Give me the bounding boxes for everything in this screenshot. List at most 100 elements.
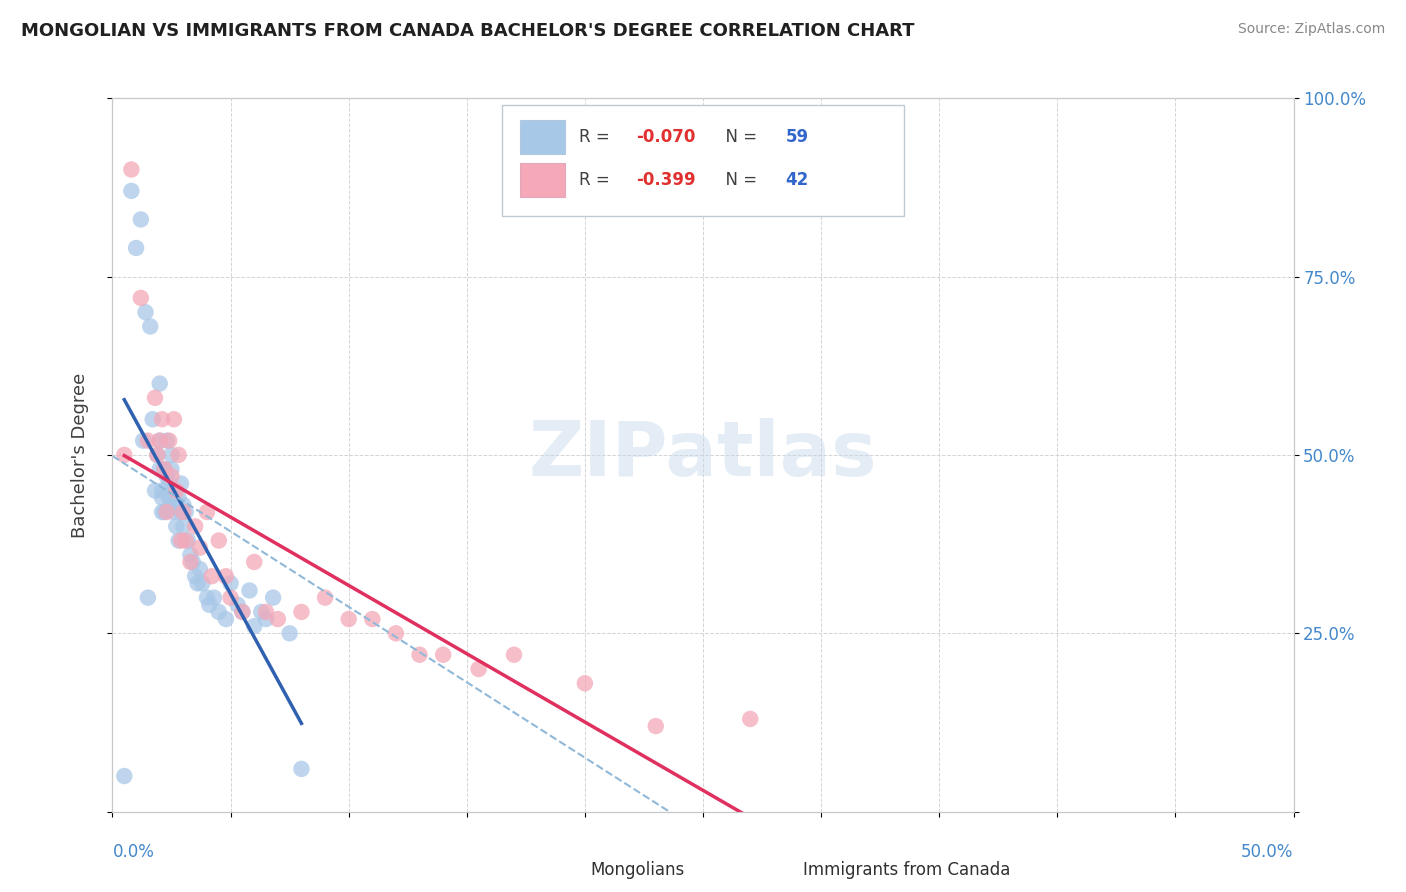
Point — [337, 612, 360, 626]
Text: -0.399: -0.399 — [636, 171, 696, 189]
Point — [574, 676, 596, 690]
Point — [250, 605, 273, 619]
Point — [188, 541, 211, 555]
Text: R =: R = — [579, 171, 614, 189]
Point — [172, 505, 194, 519]
Point — [167, 491, 190, 505]
FancyBboxPatch shape — [520, 163, 565, 197]
Point — [142, 412, 165, 426]
Point — [208, 533, 231, 548]
Point — [146, 448, 169, 462]
Point — [177, 533, 200, 548]
Point — [208, 605, 231, 619]
Text: 50.0%: 50.0% — [1241, 843, 1294, 861]
FancyBboxPatch shape — [751, 856, 792, 883]
Point — [135, 305, 157, 319]
Point — [157, 476, 180, 491]
Point — [503, 648, 526, 662]
Point — [385, 626, 408, 640]
Point — [184, 569, 207, 583]
Point — [136, 591, 159, 605]
Point — [167, 448, 190, 462]
Point — [156, 469, 179, 483]
Point — [170, 533, 193, 548]
Point — [432, 648, 454, 662]
Point — [160, 469, 183, 483]
Text: R =: R = — [579, 128, 614, 146]
Point — [120, 162, 142, 177]
Point — [740, 712, 762, 726]
Text: N =: N = — [714, 171, 762, 189]
Point — [179, 548, 201, 562]
Point — [163, 412, 186, 426]
Point — [290, 605, 312, 619]
Point — [215, 612, 238, 626]
Point — [165, 519, 187, 533]
Point — [254, 612, 277, 626]
Point — [262, 591, 284, 605]
Point — [644, 719, 666, 733]
Point — [243, 619, 266, 633]
Point — [153, 462, 176, 476]
Point — [149, 462, 172, 476]
Point — [160, 498, 183, 512]
Point — [219, 576, 242, 591]
Point — [170, 505, 193, 519]
FancyBboxPatch shape — [502, 105, 904, 216]
Point — [467, 662, 489, 676]
Point — [198, 598, 221, 612]
Point — [149, 434, 172, 448]
Point — [149, 434, 172, 448]
Point — [146, 448, 169, 462]
Point — [153, 462, 176, 476]
Point — [157, 491, 180, 505]
Point — [254, 605, 277, 619]
Point — [120, 184, 142, 198]
Point — [174, 505, 197, 519]
Point — [132, 434, 155, 448]
Text: 42: 42 — [786, 171, 808, 189]
Text: -0.070: -0.070 — [636, 128, 695, 146]
Point — [226, 598, 249, 612]
Point — [278, 626, 301, 640]
Point — [136, 434, 159, 448]
Text: 0.0%: 0.0% — [112, 843, 155, 861]
Point — [160, 462, 183, 476]
Point — [195, 591, 218, 605]
Point — [290, 762, 312, 776]
Point — [219, 591, 242, 605]
Point — [112, 769, 135, 783]
Point — [202, 591, 225, 605]
Point — [163, 483, 186, 498]
Point — [150, 412, 173, 426]
Point — [153, 505, 176, 519]
Point — [149, 376, 172, 391]
Point — [267, 612, 290, 626]
Point — [160, 448, 183, 462]
Point — [125, 241, 148, 255]
Point — [139, 319, 162, 334]
Point — [174, 533, 197, 548]
Point — [181, 555, 204, 569]
Point — [172, 519, 194, 533]
Point — [150, 491, 173, 505]
Point — [143, 483, 166, 498]
Point — [163, 505, 186, 519]
Point — [157, 434, 180, 448]
Point — [170, 476, 193, 491]
Point — [129, 291, 152, 305]
Point — [165, 483, 187, 498]
Y-axis label: Bachelor's Degree: Bachelor's Degree — [70, 372, 89, 538]
Point — [231, 605, 253, 619]
Point — [186, 576, 208, 591]
Text: N =: N = — [714, 128, 762, 146]
Point — [188, 562, 211, 576]
Point — [184, 519, 207, 533]
Text: Mongolians: Mongolians — [591, 861, 685, 879]
Point — [408, 648, 430, 662]
FancyBboxPatch shape — [520, 120, 565, 154]
Point — [191, 576, 214, 591]
Point — [143, 391, 166, 405]
Point — [165, 498, 187, 512]
Text: ZIPatlas: ZIPatlas — [529, 418, 877, 491]
